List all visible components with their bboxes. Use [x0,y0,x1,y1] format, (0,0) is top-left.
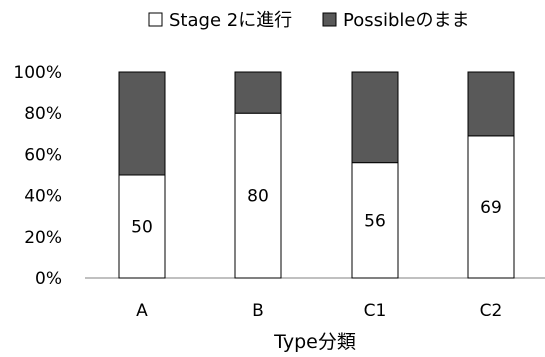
data-label-c1: 56 [364,211,386,231]
y-axis-ticks: 0% 20% 40% 60% 80% 100% [13,63,62,289]
data-label-b: 80 [247,187,269,207]
bars: 50 80 56 69 [118,71,515,279]
bar-possible-b [234,71,282,114]
legend-label-stage2: Stage 2に進行 [169,10,292,31]
legend-swatch-stage2 [148,12,163,27]
y-tick-label: 20% [24,228,62,248]
y-tick-label: 100% [13,63,62,83]
legend: Stage 2に進行 Possibleのまま [148,10,469,31]
x-tick-label-a: A [136,301,148,321]
legend-label-possible: Possibleのまま [343,10,469,31]
data-label-a: 50 [131,218,153,238]
y-tick-label: 40% [24,187,62,207]
bar-possible-c1 [351,71,399,164]
x-axis-title: Type分類 [273,331,356,353]
bar-stage2-b [234,112,282,279]
legend-swatch-possible [322,12,337,27]
x-tick-label-c1: C1 [364,301,387,321]
x-tick-label-c2: C2 [480,301,503,321]
y-tick-label: 80% [24,104,62,124]
bar-possible-a [118,71,166,176]
y-tick-label: 60% [24,145,62,165]
bar-stage2-a [118,174,166,279]
category-labels: A B C1 C2 [136,301,502,321]
y-tick-label: 0% [35,269,62,289]
data-label-c2: 69 [480,198,502,218]
bar-stage2-c2 [467,135,515,279]
x-tick-label-b: B [252,301,264,321]
bar-possible-c2 [467,71,515,137]
